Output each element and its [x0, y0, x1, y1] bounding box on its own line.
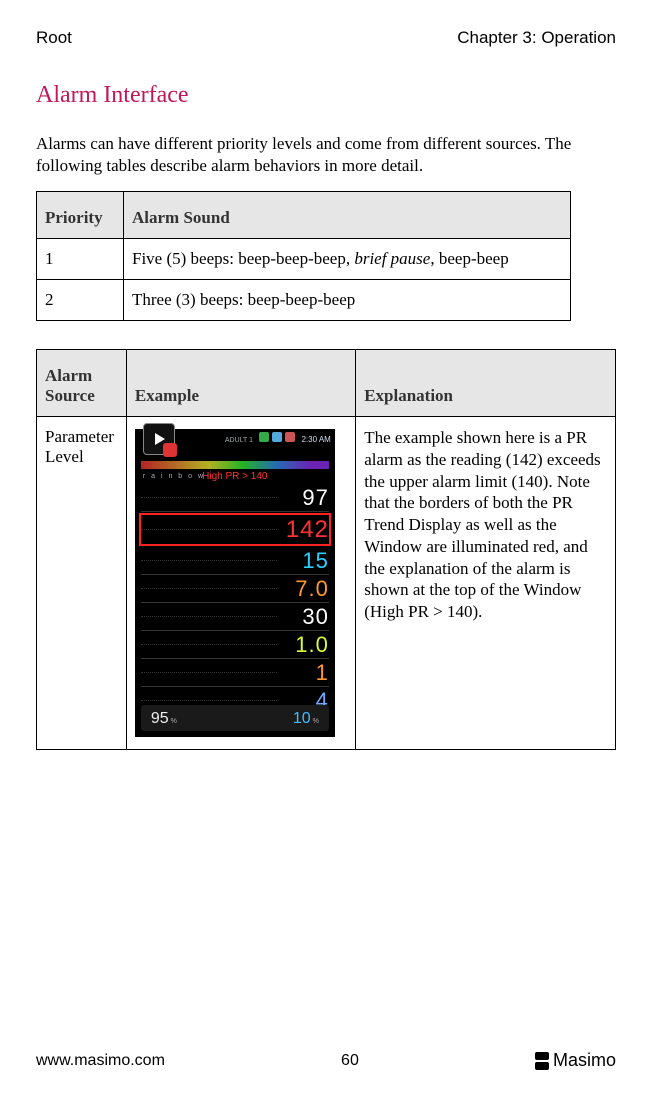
- rainbow-label: r a i n b o w: [143, 473, 205, 480]
- masimo-logo-icon: [535, 1052, 549, 1070]
- section-title: Alarm Interface: [36, 82, 616, 109]
- priority-table: Priority Alarm Sound 1 Five (5) beeps: b…: [36, 191, 571, 321]
- alarm-source-cell: Parameter Level: [37, 417, 127, 750]
- priority-table-header-sound: Alarm Sound: [124, 192, 571, 239]
- param-value: 1: [283, 660, 329, 686]
- alarm-sound-cell: Five (5) beeps: beep-beep-beep, brief pa…: [124, 239, 571, 280]
- priority-table-header-priority: Priority: [37, 192, 124, 239]
- speaker-icon: [143, 423, 173, 453]
- param-row-alarm: 142: [139, 513, 331, 546]
- param-row: 7.0: [141, 575, 329, 603]
- param-value: 30: [283, 604, 329, 630]
- source-table-header-source: Alarm Source: [37, 350, 127, 417]
- param-row: 1.0: [141, 631, 329, 659]
- device-status-text: ADULT 1: [225, 437, 253, 444]
- device-screenshot: ADULT 1 2:30 AM r a i n b o w High PR > …: [135, 429, 335, 737]
- alarm-source-table: Alarm Source Example Explanation Paramet…: [36, 349, 616, 750]
- bottom-right-value: 10: [293, 710, 311, 727]
- param-row: 15: [141, 547, 329, 575]
- sound-text: , beep-beep: [430, 249, 508, 268]
- rainbow-bar: [141, 461, 329, 469]
- masimo-logo-text: Masimo: [553, 1050, 616, 1071]
- param-value: 7.0: [283, 576, 329, 602]
- alarm-badge-icon: [163, 443, 177, 457]
- bottom-left-unit: %: [171, 718, 177, 725]
- explanation-cell: The example shown here is a PR alarm as …: [356, 417, 616, 750]
- footer-page-number: 60: [341, 1052, 359, 1070]
- alarm-sound-cell: Three (3) beeps: beep-beep-beep: [124, 280, 571, 321]
- bottom-right-unit: %: [313, 718, 319, 725]
- param-row: 30: [141, 603, 329, 631]
- param-row: 1: [141, 659, 329, 687]
- param-list: 97 142 15 7.0 30 1.0 1 4: [135, 484, 335, 715]
- masimo-logo: Masimo: [535, 1050, 616, 1071]
- bottom-left-value: 95: [151, 710, 169, 727]
- priority-cell: 2: [37, 280, 124, 321]
- source-table-header-explanation: Explanation: [356, 350, 616, 417]
- sound-text: Five (5) beeps: beep-beep-beep,: [132, 249, 354, 268]
- footer-url: www.masimo.com: [36, 1052, 165, 1070]
- device-time: 2:30 AM: [301, 435, 330, 444]
- param-row: 97: [141, 484, 329, 512]
- sound-text: Three (3) beeps: beep-beep-beep: [132, 290, 355, 309]
- param-value: 142: [283, 516, 329, 544]
- device-bottom-bar: 95% 10%: [141, 705, 329, 731]
- intro-paragraph: Alarms can have different priority level…: [36, 133, 616, 177]
- example-cell: ADULT 1 2:30 AM r a i n b o w High PR > …: [126, 417, 355, 750]
- source-table-header-example: Example: [126, 350, 355, 417]
- header-left: Root: [36, 28, 72, 48]
- param-value: 97: [283, 485, 329, 511]
- priority-cell: 1: [37, 239, 124, 280]
- sound-emphasis: brief pause: [354, 249, 430, 268]
- param-value: 15: [283, 548, 329, 574]
- param-value: 1.0: [283, 632, 329, 658]
- header-right: Chapter 3: Operation: [457, 28, 616, 48]
